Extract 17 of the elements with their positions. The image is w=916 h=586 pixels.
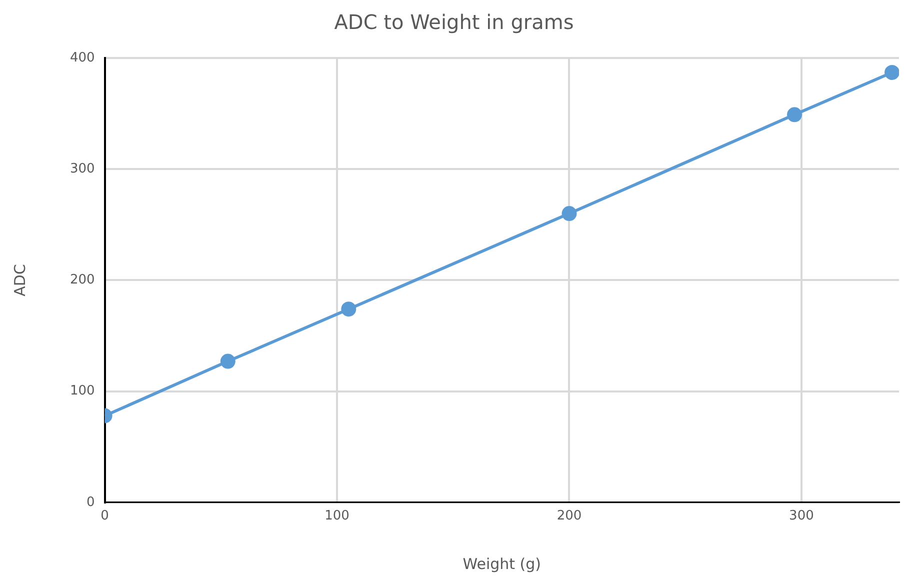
y-tick-label: 400	[70, 50, 95, 66]
chart-title: ADC to Weight in grams	[334, 10, 574, 34]
point	[787, 107, 802, 122]
x-tick-label: 0	[100, 508, 109, 524]
y-axis-title: ADC	[10, 264, 29, 296]
y-tick-label: 300	[70, 161, 95, 176]
point	[341, 302, 356, 317]
x-tick-label: 100	[324, 508, 350, 524]
x-tick-label: 300	[789, 508, 814, 524]
y-tick-label: 200	[70, 272, 95, 288]
y-tick-label: 100	[70, 384, 95, 399]
point	[884, 64, 899, 80]
x-axis-title: Weight (g)	[462, 554, 542, 573]
point	[220, 354, 236, 369]
point	[562, 206, 577, 222]
x-tick-label: 200	[556, 508, 582, 524]
y-tick-label: 0	[86, 494, 95, 510]
